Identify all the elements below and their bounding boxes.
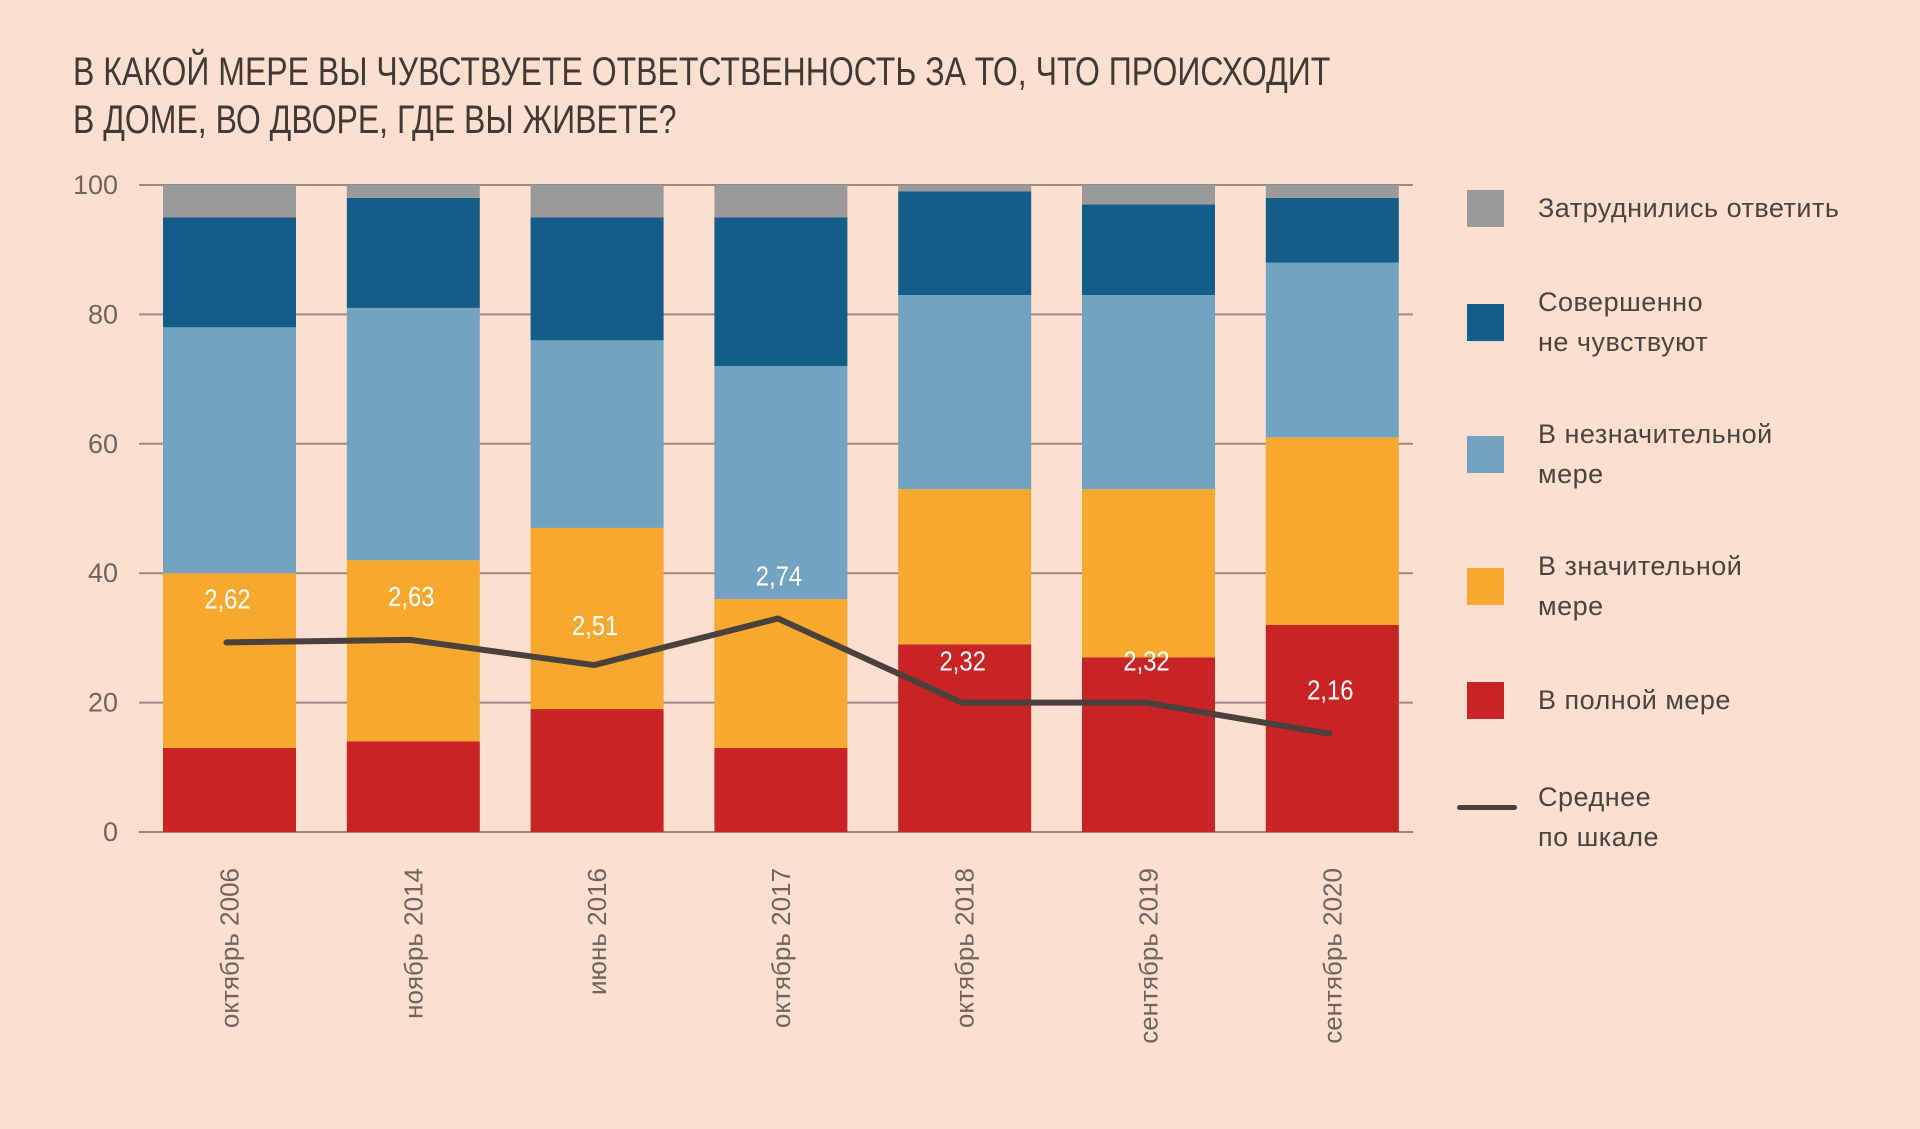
- bar-segment: [346, 197, 480, 308]
- bar-stack: [714, 185, 848, 832]
- legend-label: Совершенно не чувствуют: [1538, 282, 1708, 362]
- bar-segment: [346, 185, 480, 198]
- bar-segment: [1265, 197, 1399, 263]
- legend-label: Среднее по шкале: [1538, 777, 1659, 857]
- bar-segment: [714, 185, 848, 218]
- bar-stack: [1082, 185, 1215, 832]
- average-value-label: 2,16: [1307, 674, 1353, 706]
- x-tick-label: ноябрь 2014: [398, 868, 428, 1019]
- bar-segment: [1082, 294, 1215, 490]
- bar-segment: [898, 185, 1032, 192]
- chart-title-line-1: В КАКОЙ МЕРЕ ВЫ ЧУВСТВУЕТЕ ОТВЕТСТВЕННОС…: [73, 50, 1331, 94]
- average-line: [223, 615, 1333, 737]
- average-value-label: 2,32: [940, 645, 986, 677]
- legend-label-line: мере: [1538, 459, 1604, 489]
- bar-segment: [163, 747, 296, 832]
- bar-segment: [714, 366, 848, 600]
- bar-segment: [346, 741, 480, 832]
- y-tick-label: 40: [88, 558, 118, 588]
- bar-segment: [530, 709, 664, 832]
- average-value-label: 2,32: [1123, 645, 1169, 677]
- bar-segment: [1082, 657, 1215, 832]
- bar-segment: [714, 599, 848, 748]
- average-labels: 2,62 2,63 2,51 2,74 2,32 2,32 2,16: [204, 560, 1353, 706]
- average-value-label: 2,74: [756, 560, 802, 592]
- bar-segment: [898, 644, 1032, 832]
- bar-segment: [163, 327, 296, 574]
- bar-stack: [163, 185, 296, 832]
- legend-label: В значительной мере: [1538, 546, 1742, 626]
- legend-color-swatch: [1467, 190, 1504, 227]
- x-tick-label: октябрь 2018: [950, 868, 980, 1028]
- bar-segment: [1265, 262, 1399, 438]
- bar-segment: [898, 294, 1032, 490]
- y-axis-tick-labels: 0 20 40 60 80 100: [73, 170, 118, 847]
- bar-segment: [1265, 185, 1399, 198]
- legend-color-swatch: [1467, 568, 1504, 605]
- legend-line-swatch: [1457, 805, 1517, 810]
- bar-segment: [530, 527, 664, 710]
- legend-color-swatch: [1467, 304, 1504, 341]
- legend-label-line: мере: [1538, 591, 1604, 621]
- legend-label-line: В незначительной: [1538, 419, 1773, 449]
- bar-stack: [1265, 185, 1399, 832]
- legend: Затруднились ответить Совершенно не чувств…: [1457, 0, 1920, 900]
- legend-label-line: Среднее: [1538, 782, 1652, 812]
- bar-stack: [898, 185, 1032, 832]
- bars: [163, 185, 1399, 832]
- x-tick-label: октябрь 2017: [766, 868, 796, 1028]
- y-tick-label: 100: [73, 170, 118, 200]
- bar-segment: [1082, 204, 1215, 295]
- legend-label-line: В полной мере: [1538, 685, 1731, 715]
- bar-segment: [714, 217, 848, 367]
- bar-segment: [530, 340, 664, 528]
- y-tick-label: 80: [88, 299, 118, 329]
- bar-segment: [1265, 437, 1399, 625]
- average-value-label: 2,62: [204, 583, 250, 615]
- y-tick-label: 20: [88, 688, 118, 718]
- bar-segment: [714, 747, 848, 832]
- bar-stack: [346, 185, 480, 832]
- bar-segment: [530, 185, 664, 218]
- legend-label-line: В значительной: [1538, 551, 1743, 581]
- legend-color-swatch: [1467, 682, 1504, 719]
- bar-segment: [346, 307, 480, 561]
- bar-segment: [1082, 185, 1215, 205]
- x-tick-label: октябрь 2006: [215, 868, 245, 1028]
- y-tick-label: 0: [103, 817, 118, 847]
- bar-segment: [530, 217, 664, 341]
- bar-segment: [346, 560, 480, 742]
- average-value-label: 2,51: [572, 609, 618, 641]
- bar-segment: [898, 489, 1032, 645]
- bar-segment: [163, 217, 296, 328]
- legend-color-swatch: [1467, 436, 1504, 473]
- x-tick-label: июнь 2016: [582, 868, 612, 995]
- chart-title-line-2: В ДОМЕ, ВО ДВОРЕ, ГДЕ ВЫ ЖИВЕТЕ?: [73, 98, 677, 142]
- x-tick-label: сентябрь 2020: [1317, 868, 1347, 1044]
- bar-segment: [163, 185, 296, 218]
- average-value-label: 2,63: [388, 580, 434, 612]
- legend-label-line: Совершенно: [1538, 287, 1704, 317]
- legend-label-line: Затруднились ответить: [1538, 193, 1840, 223]
- legend-label: В полной мере: [1538, 680, 1731, 720]
- chart-title: В КАКОЙ МЕРЕ ВЫ ЧУВСТВУЕТЕ ОТВЕТСТВЕННОС…: [73, 48, 1330, 144]
- bar-segment: [898, 191, 1032, 295]
- x-tick-label: сентябрь 2019: [1134, 868, 1164, 1044]
- bar-segment: [1082, 489, 1215, 658]
- legend-label-line: по шкале: [1538, 822, 1659, 852]
- y-tick-label: 60: [88, 429, 118, 459]
- legend-label: В незначительной мере: [1538, 414, 1773, 494]
- legend-label-line: не чувствуют: [1538, 327, 1709, 357]
- bar-segment: [163, 573, 296, 748]
- x-axis-tick-labels: октябрь 2006 ноябрь 2014 июнь 2016 октябрь …: [215, 868, 1348, 1044]
- bar-stack: [530, 185, 664, 832]
- legend-label: Затруднились ответить: [1538, 188, 1839, 228]
